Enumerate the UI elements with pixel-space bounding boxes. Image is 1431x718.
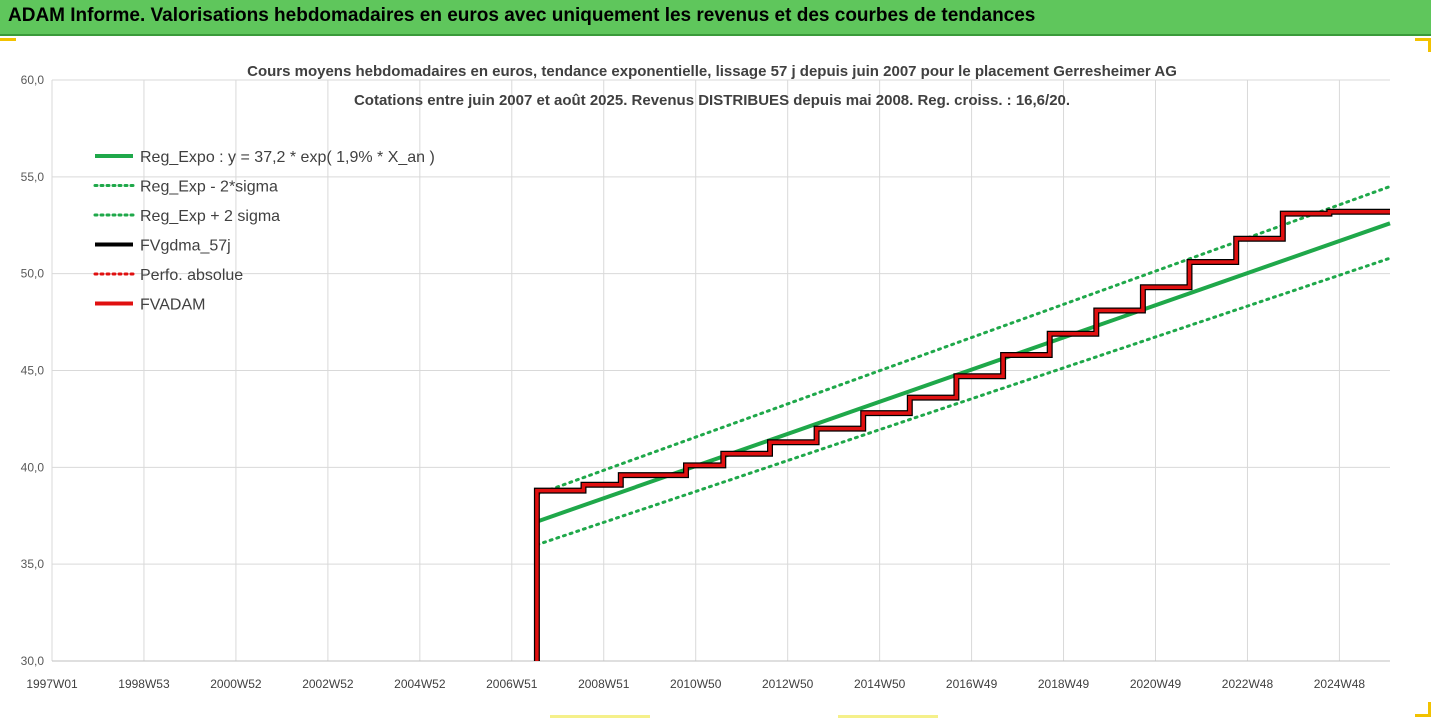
y-tick-label: 60,0 [21, 73, 45, 87]
grid [51, 79, 1390, 662]
y-tick-label: 45,0 [21, 364, 45, 378]
report-banner: ADAM Informe. Valorisations hebdomadaire… [0, 0, 1431, 36]
legend-label: FVADAM [140, 297, 205, 314]
chart: 30,0 35,0 40,0 45,0 50,0 55,0 60,0 1997W01 1998… [21, 63, 1392, 691]
x-tick-label: 2006W51 [486, 677, 538, 691]
x-tick-label: 2008W51 [578, 677, 630, 691]
y-tick-label: 50,0 [21, 267, 45, 281]
x-tick-label: 2022W48 [1222, 677, 1274, 691]
x-tick-label: 1997W01 [26, 677, 78, 691]
report-title: ADAM Informe. Valorisations hebdomadaire… [8, 5, 1036, 26]
series-fvadam [535, 209, 1390, 661]
x-tick-label: 2010W50 [670, 677, 722, 691]
y-tick-label: 35,0 [21, 557, 45, 571]
x-tick-label: 2004W52 [394, 677, 446, 691]
series-reg-exp-minus-2sigma [535, 256, 1392, 547]
y-tick-label: 40,0 [21, 460, 45, 474]
x-tick-label: 2012W50 [762, 677, 814, 691]
series-fvgdma-57j [533, 208, 1390, 661]
series-reg-expo [536, 221, 1391, 524]
x-tick-label: 2018W49 [1038, 677, 1090, 691]
legend: Reg_Expo : y = 37,2 * exp( 1,9% * X_an )… [93, 149, 435, 314]
corner-mark [1415, 38, 1431, 41]
x-tick-label: 2024W48 [1314, 677, 1366, 691]
x-tick-label: 2002W52 [302, 677, 354, 691]
legend-label: Perfo. absolue [140, 267, 243, 284]
y-axis-labels: 30,0 35,0 40,0 45,0 50,0 55,0 60,0 [21, 73, 45, 668]
x-tick-label: 1998W53 [118, 677, 170, 691]
corner-mark [1428, 702, 1431, 716]
y-tick-label: 30,0 [21, 654, 45, 668]
legend-label: FVgdma_57j [140, 238, 231, 255]
y-tick-label: 55,0 [21, 170, 45, 184]
corner-mark [0, 38, 16, 41]
x-axis-labels: 1997W01 1998W53 2000W52 2002W52 2004W52 2006W… [26, 677, 1365, 691]
x-tick-label: 2000W52 [210, 677, 262, 691]
legend-label: Reg_Expo : y = 37,2 * exp( 1,9% * X_an ) [140, 149, 435, 166]
x-tick-label: 2016W49 [946, 677, 998, 691]
corner-mark [1415, 714, 1431, 717]
legend-label: Reg_Exp + 2 sigma [140, 208, 280, 225]
chart-title: Cours moyens hebdomadaires en euros, ten… [247, 63, 1177, 80]
x-tick-label: 2014W50 [854, 677, 906, 691]
corner-mark [1428, 38, 1431, 52]
series-reg-exp-plus-2sigma [535, 185, 1392, 496]
corner-mark [838, 715, 938, 718]
chart-subtitle: Cotations entre juin 2007 et août 2025. … [354, 92, 1070, 109]
x-tick-label: 2020W49 [1130, 677, 1182, 691]
legend-label: Reg_Exp - 2*sigma [140, 179, 278, 196]
corner-mark [550, 715, 650, 718]
series [533, 185, 1392, 661]
